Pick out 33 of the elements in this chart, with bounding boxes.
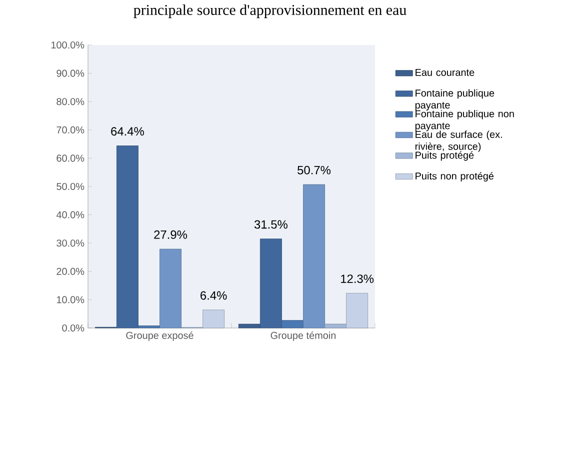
data-label: 50.7% xyxy=(298,166,331,174)
bar xyxy=(303,184,325,328)
legend-label: Puits non protégé xyxy=(416,172,494,182)
y-tick-label: 20.0% xyxy=(56,268,84,275)
legend-label: Fontaine publique non payante xyxy=(415,110,514,132)
x-tick-label: Groupe témoin xyxy=(270,332,336,341)
y-tick-label: 70.0% xyxy=(56,126,84,134)
y-tick-label: 50.0% xyxy=(56,182,84,190)
bar xyxy=(282,320,304,328)
y-tick-label: 0.0% xyxy=(62,324,84,332)
y-tick-label: 60.0% xyxy=(56,154,84,162)
bar xyxy=(202,310,225,328)
y-tick-label: 80.0% xyxy=(56,98,84,106)
bar xyxy=(324,324,346,328)
bar xyxy=(160,248,182,328)
y-tick-label: 100.0% xyxy=(51,41,84,49)
y-tick-label: 30.0% xyxy=(56,240,84,247)
data-label: 27.9% xyxy=(154,230,188,239)
data-label: 6.4% xyxy=(200,291,227,300)
legend-label: Fontaine publique payante xyxy=(415,89,494,111)
legend-label: Eau de surface (ex. rivière, source) xyxy=(415,130,502,152)
y-tick-label: 10.0% xyxy=(57,296,84,304)
data-label: 31.5% xyxy=(254,220,288,229)
bar xyxy=(346,292,368,328)
y-tick-label: 40.0% xyxy=(56,211,84,218)
legend-label: Eau courante xyxy=(416,68,474,76)
x-tick-label: Groupe exposé xyxy=(126,332,194,341)
y-tick-label: 90.0% xyxy=(56,70,84,77)
data-label: 64.4% xyxy=(111,127,144,136)
legend-label: Puits protégé xyxy=(416,151,474,161)
bar xyxy=(138,326,160,328)
chart-title: principale source d'approvisionnement en eau xyxy=(134,4,406,18)
data-label: 12.3% xyxy=(341,274,374,284)
